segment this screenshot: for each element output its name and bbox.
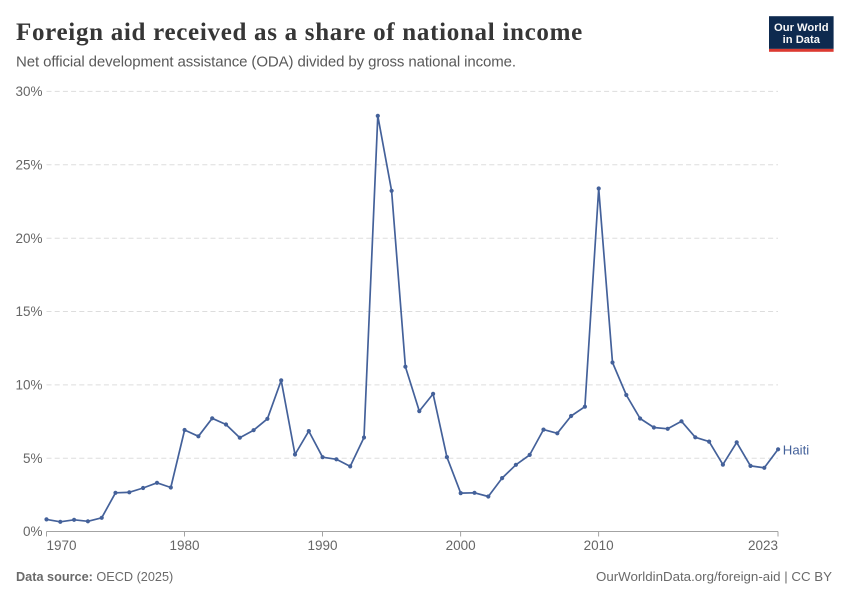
svg-text:in Data: in Data xyxy=(783,34,821,46)
svg-text:1980: 1980 xyxy=(169,538,199,553)
svg-text:Net official development assis: Net official development assistance (ODA… xyxy=(16,53,516,70)
svg-text:10%: 10% xyxy=(15,378,42,393)
svg-text:25%: 25% xyxy=(15,157,42,172)
svg-text:2023: 2023 xyxy=(748,538,778,553)
svg-text:30%: 30% xyxy=(15,84,42,99)
svg-text:Our World: Our World xyxy=(774,22,829,34)
svg-text:2010: 2010 xyxy=(584,538,614,553)
svg-text:2000: 2000 xyxy=(446,538,476,553)
svg-text:OurWorldinData.org/foreign-aid: OurWorldinData.org/foreign-aid | CC BY xyxy=(596,569,832,584)
svg-text:Data source: OECD (2025): Data source: OECD (2025) xyxy=(16,570,173,584)
svg-text:Haiti: Haiti xyxy=(783,442,809,457)
svg-text:1990: 1990 xyxy=(307,538,337,553)
svg-text:1970: 1970 xyxy=(47,538,77,553)
svg-text:0%: 0% xyxy=(23,524,43,539)
svg-text:5%: 5% xyxy=(23,451,43,466)
svg-text:15%: 15% xyxy=(15,304,42,319)
svg-text:Foreign aid received as a shar: Foreign aid received as a share of natio… xyxy=(16,19,583,46)
svg-text:20%: 20% xyxy=(15,231,42,246)
